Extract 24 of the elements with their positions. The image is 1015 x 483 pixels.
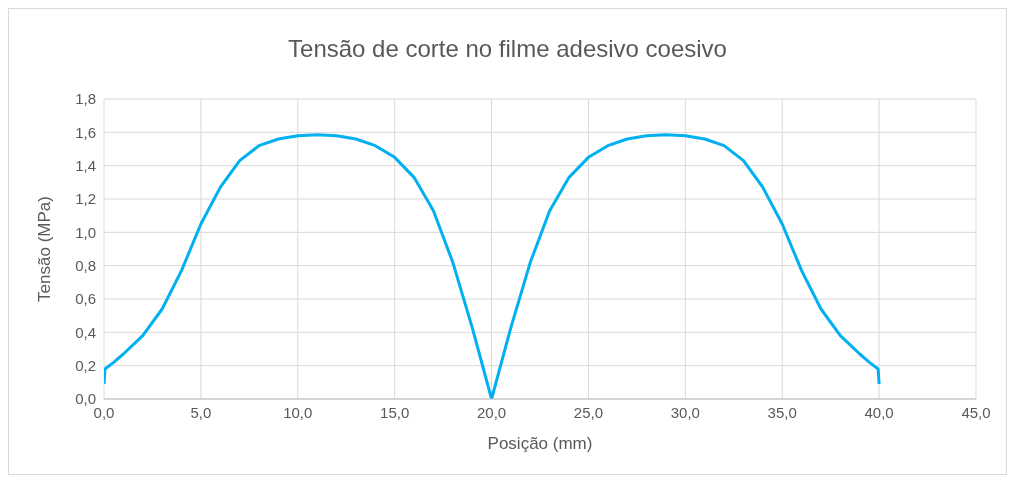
x-tick-label: 45,0 xyxy=(961,403,991,421)
y-tick-label: 1,2 xyxy=(75,190,96,208)
x-tick-label: 20,0 xyxy=(476,403,507,421)
x-tick-label: 25,0 xyxy=(573,403,604,421)
y-tick-label: 0,6 xyxy=(75,290,96,308)
y-tick-label: 1,6 xyxy=(75,123,96,141)
y-tick-label: 1,8 xyxy=(75,90,96,108)
y-tick-label: 1,4 xyxy=(75,156,96,174)
chart-title: Tensão de corte no filme adesivo coesivo xyxy=(287,35,728,63)
line-series xyxy=(104,133,881,399)
x-tick-label: 15,0 xyxy=(380,403,410,421)
y-tick-label: 0,4 xyxy=(75,323,96,341)
y-tick-label: 0,0 xyxy=(75,390,96,408)
x-tick-label: 5,0 xyxy=(190,403,212,421)
x-tick-label: 40,0 xyxy=(864,403,894,421)
y-axis-title: Tensão (MPa) xyxy=(35,196,55,302)
y-tick-label: 1,0 xyxy=(75,223,96,241)
y-tick-label: 0,2 xyxy=(75,356,96,374)
y-tick-label: 0,8 xyxy=(75,256,96,274)
x-axis-title: Posição (mm) xyxy=(487,434,593,453)
x-tick-label: 35,0 xyxy=(767,403,797,421)
x-tick-label: 10,0 xyxy=(283,403,313,421)
x-tick-label: 30,0 xyxy=(670,403,700,421)
x-tick-label: 0,0 xyxy=(93,403,115,421)
